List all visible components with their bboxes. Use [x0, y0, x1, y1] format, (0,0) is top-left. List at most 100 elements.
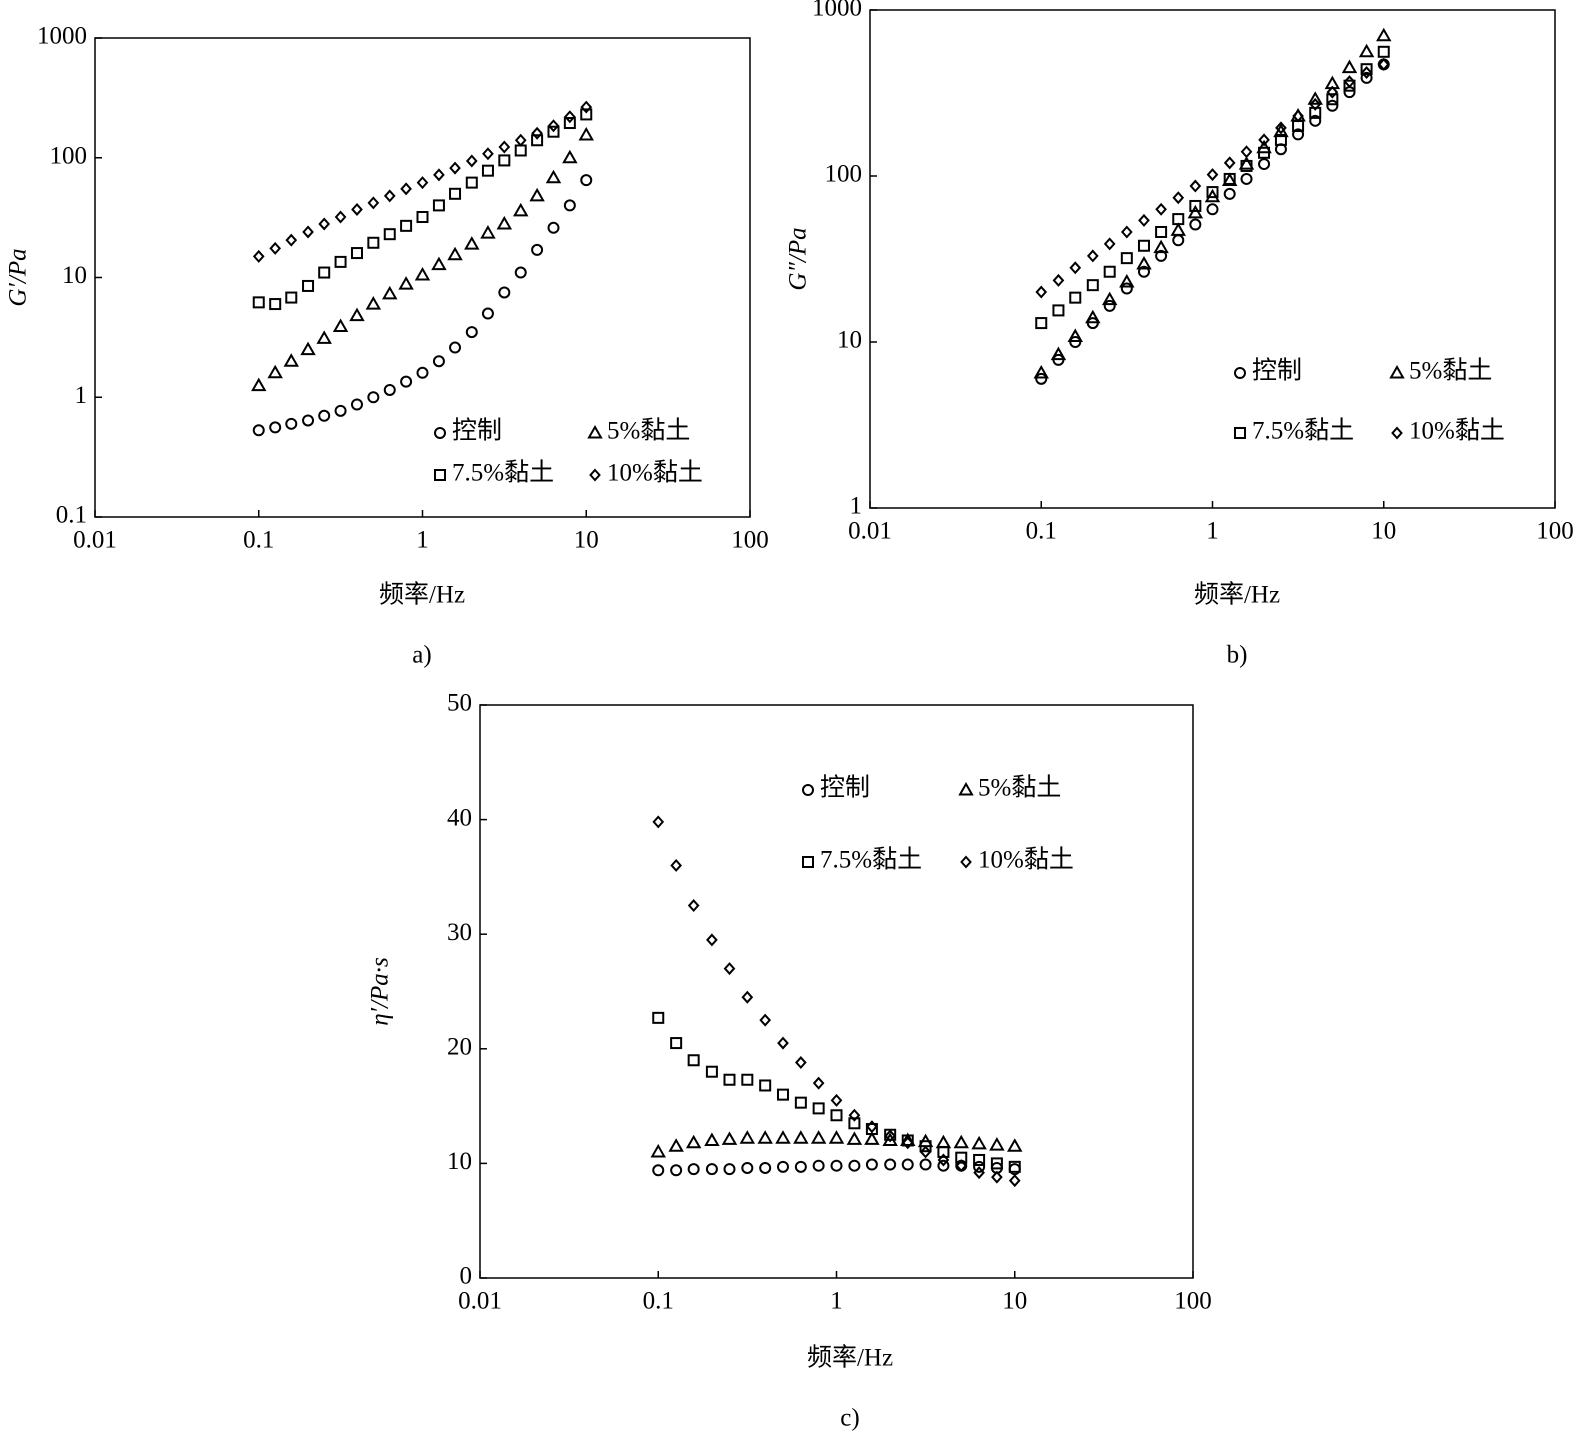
data-point	[547, 221, 560, 234]
data-point	[432, 199, 445, 212]
data-point	[1258, 146, 1271, 159]
legend-marker	[434, 427, 446, 439]
legend-label: 7.5%黏土	[1252, 417, 1354, 445]
data-point	[793, 1130, 809, 1144]
data-point	[884, 1158, 897, 1171]
data-point	[481, 164, 494, 177]
x-tick-label: 100	[731, 527, 769, 554]
data-point	[465, 326, 478, 339]
legend-label: 7.5%黏土	[452, 459, 554, 487]
data-point	[775, 1130, 791, 1144]
data-point	[481, 307, 494, 320]
y-axis-label: G″/Pa	[785, 227, 812, 290]
data-point	[668, 1138, 684, 1152]
data-point	[564, 110, 576, 124]
data-point	[318, 217, 331, 231]
y-tick-label: 50	[447, 690, 472, 717]
data-point	[1360, 71, 1373, 84]
data-point	[1292, 109, 1304, 123]
data-point	[1206, 203, 1219, 216]
data-point	[794, 1160, 807, 1173]
data-point	[1204, 188, 1221, 203]
data-point	[901, 1136, 914, 1150]
data-point	[723, 1073, 736, 1086]
data-point	[759, 1161, 772, 1174]
data-point	[513, 202, 529, 217]
data-point	[1341, 59, 1358, 74]
legend-marker	[1234, 427, 1246, 439]
data-point	[398, 276, 414, 290]
legend-label: 控制	[820, 774, 870, 802]
data-point	[1275, 121, 1287, 135]
data-point	[302, 279, 315, 292]
data-point	[285, 417, 298, 430]
data-point	[937, 1159, 950, 1172]
data-point	[721, 1131, 738, 1145]
x-axis-label: 频率/Hz	[807, 1344, 893, 1372]
x-tick-label: 0.01	[848, 518, 892, 545]
data-point	[1307, 91, 1323, 105]
data-point	[1309, 114, 1322, 127]
data-point	[529, 187, 545, 202]
legend-label: 5%黏土	[978, 774, 1061, 802]
data-point	[705, 1163, 718, 1176]
data-point	[531, 126, 543, 140]
y-tick-label: 0	[460, 1263, 473, 1290]
data-point	[1360, 63, 1373, 76]
data-point	[812, 1102, 825, 1115]
data-point	[1206, 168, 1219, 182]
data-point	[383, 228, 396, 241]
data-point	[1240, 172, 1253, 185]
data-point	[1050, 346, 1067, 361]
data-point	[480, 225, 496, 239]
data-point	[935, 1134, 952, 1149]
data-point	[367, 236, 380, 249]
data-point	[547, 125, 560, 138]
data-point	[652, 815, 665, 829]
data-point	[580, 108, 593, 121]
data-point	[919, 1145, 932, 1159]
data-point	[514, 133, 527, 147]
data-point	[1326, 93, 1339, 106]
x-tick-label: 0.1	[643, 1288, 674, 1315]
data-point	[1258, 133, 1270, 147]
data-point	[1172, 213, 1185, 226]
data-point	[400, 219, 413, 232]
legend-marker	[1389, 364, 1405, 379]
data-point	[252, 249, 265, 263]
data-point	[300, 341, 316, 356]
data-point	[848, 1108, 861, 1122]
data-point	[1189, 218, 1202, 231]
data-point	[1137, 239, 1150, 252]
data-point	[991, 1170, 1003, 1184]
data-point	[757, 1130, 773, 1144]
data-point	[1086, 249, 1099, 263]
data-point	[1069, 261, 1082, 275]
y-tick-label: 0.1	[56, 502, 87, 529]
data-point	[1326, 85, 1339, 99]
data-point	[1069, 291, 1082, 304]
data-point	[1103, 299, 1116, 312]
data-point	[1069, 336, 1082, 348]
data-point	[349, 307, 365, 322]
data-point	[741, 1073, 754, 1086]
data-point	[953, 1134, 969, 1149]
data-point	[1326, 99, 1339, 112]
data-point	[810, 1130, 827, 1144]
data-point	[318, 266, 331, 279]
data-point	[776, 1160, 789, 1173]
data-point	[723, 1163, 736, 1176]
data-point	[723, 962, 736, 976]
data-point	[269, 421, 282, 434]
y-tick-label: 100	[50, 142, 88, 169]
caption: b)	[1227, 642, 1248, 669]
data-point	[1377, 57, 1390, 71]
data-point	[937, 1153, 950, 1167]
data-point	[252, 296, 265, 309]
data-point	[937, 1145, 950, 1158]
data-point	[865, 1123, 878, 1136]
data-point	[1086, 279, 1099, 292]
data-point	[1052, 304, 1065, 317]
x-tick-label: 1	[830, 1288, 843, 1315]
legend-label: 10%黏土	[607, 459, 703, 487]
